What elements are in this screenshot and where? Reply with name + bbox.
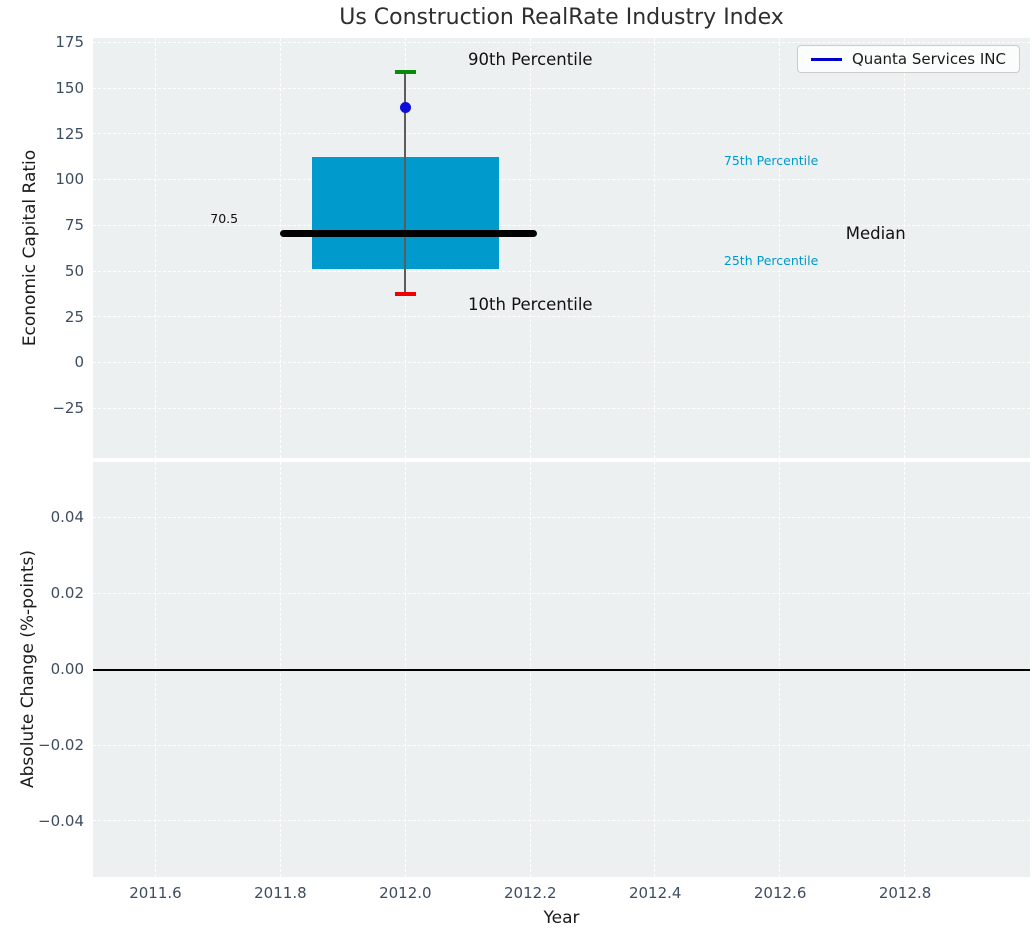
annotation-median: Median (845, 223, 906, 243)
y-tick-label: 50 (64, 261, 84, 280)
x-tick-label: 2012.2 (504, 884, 557, 902)
annotation-75th-percentile: 75th Percentile (723, 153, 819, 169)
y-tick-label: 125 (55, 124, 84, 143)
zero-line (93, 668, 1030, 671)
gridline-horizontal (93, 316, 1030, 318)
x-axis-label: Year (543, 908, 580, 928)
annotation-25th-percentile: 25th Percentile (723, 252, 819, 268)
p90-cap (394, 69, 416, 74)
x-tick-label: 2012.0 (379, 884, 432, 902)
company-dot (399, 102, 411, 114)
gridline-vertical (529, 38, 531, 458)
gridline-horizontal (93, 179, 1030, 181)
y-tick-label: 0 (74, 353, 84, 372)
gridline-horizontal (93, 224, 1030, 226)
y-tick-label: 75 (64, 216, 84, 235)
y-tick-label: 150 (55, 78, 84, 97)
gridline-horizontal (93, 362, 1030, 364)
legend: Quanta Services INC (797, 45, 1020, 73)
y-tick-label: −25 (52, 399, 84, 418)
gridline-vertical (654, 38, 656, 458)
x-tick-label: 2012.4 (628, 884, 682, 902)
y-tick-label: −0.02 (38, 735, 84, 754)
chart-title: Us Construction RealRate Industry Index (339, 5, 784, 30)
p10-cap (394, 292, 416, 297)
median-line (280, 230, 537, 238)
legend-label: Quanta Services INC (852, 50, 1006, 68)
gridline-vertical (904, 38, 906, 458)
y-tick-label: 175 (55, 33, 84, 52)
x-tick-label: 2011.8 (254, 884, 307, 902)
annotation-10th-percentile: 10th Percentile (467, 294, 593, 314)
gridline-horizontal (93, 592, 1030, 594)
gridline-horizontal (93, 744, 1030, 746)
y-tick-label: 0.02 (50, 584, 84, 603)
top-axes-plot-area (93, 38, 1030, 458)
gridline-horizontal (93, 517, 1030, 518)
gridline-horizontal (93, 820, 1030, 822)
legend-line-swatch (811, 57, 842, 61)
gridline-horizontal (93, 270, 1030, 272)
gridline-vertical (279, 38, 281, 458)
x-tick-label: 2012.8 (878, 884, 932, 902)
annotation-90th-percentile: 90th Percentile (467, 50, 593, 70)
annotation-70-5: 70.5 (210, 210, 239, 226)
gridline-horizontal (93, 133, 1030, 135)
gridline-horizontal (93, 41, 1030, 43)
gridline-vertical (779, 38, 781, 458)
whisker-line (404, 71, 407, 295)
x-tick-label: 2012.6 (753, 884, 807, 902)
gridline-horizontal (93, 87, 1030, 89)
x-tick-label: 2011.6 (129, 884, 182, 902)
gridline-vertical (154, 38, 156, 458)
y-tick-label: 0.04 (50, 508, 84, 527)
y-tick-label: 0.00 (50, 660, 84, 678)
y-tick-label: −0.04 (38, 811, 84, 830)
gridline-horizontal (93, 407, 1030, 409)
y-tick-label: 25 (64, 307, 84, 326)
y-tick-label: 100 (55, 170, 84, 189)
